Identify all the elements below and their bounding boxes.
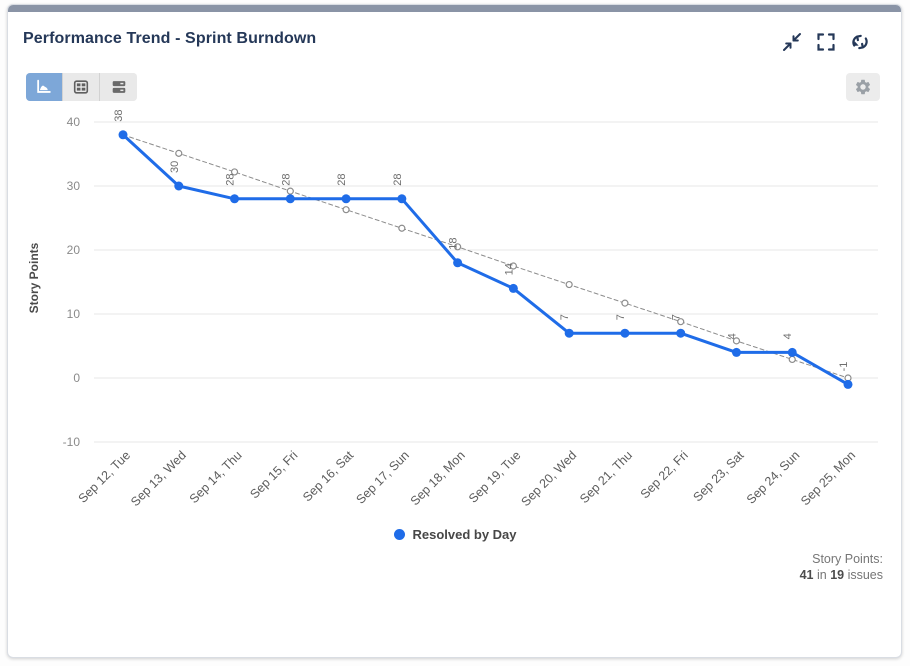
chart-view-button[interactable]	[26, 73, 63, 101]
svg-text:Sep 16, Sat: Sep 16, Sat	[300, 448, 356, 504]
summary-issues-text: issues	[844, 568, 883, 582]
summary-points-value: 41	[799, 568, 814, 582]
legend-label: Resolved by Day	[412, 527, 517, 542]
svg-text:4: 4	[726, 333, 738, 339]
svg-text:Sep 13, Wed: Sep 13, Wed	[128, 448, 189, 509]
svg-text:40: 40	[67, 115, 81, 129]
fullscreen-button[interactable]	[816, 32, 836, 52]
svg-text:10: 10	[67, 307, 81, 321]
legend-dot	[394, 529, 406, 540]
svg-text:Sep 21, Thu: Sep 21, Thu	[577, 448, 635, 506]
svg-text:Story Points: Story Points	[27, 242, 41, 313]
settings-button[interactable]	[846, 73, 880, 101]
story-points-summary: Story Points: 41 in 19 issues	[800, 551, 883, 583]
gadget-card: Performance Trend - Sprint Burndown	[7, 4, 902, 658]
legend[interactable]: Resolved by Day	[8, 527, 901, 542]
svg-text:Sep 25, Mon: Sep 25, Mon	[798, 448, 858, 508]
summary-in-text: in	[813, 568, 831, 582]
summary-values: 41 in 19 issues	[800, 567, 883, 583]
gear-icon	[855, 79, 871, 95]
refresh-button[interactable]	[850, 32, 870, 52]
svg-text:-1: -1	[838, 362, 850, 372]
view-toggle-group	[26, 73, 137, 101]
area-chart-icon	[37, 79, 51, 93]
svg-text:Sep 12, Tue: Sep 12, Tue	[76, 448, 134, 506]
svg-text:7: 7	[559, 314, 571, 320]
rows-icon	[112, 81, 125, 93]
svg-text:Sep 23, Sat: Sep 23, Sat	[690, 448, 746, 504]
list-view-button[interactable]	[100, 73, 137, 101]
svg-text:28: 28	[225, 174, 237, 186]
svg-text:Sep 14, Thu: Sep 14, Thu	[187, 448, 245, 506]
svg-text:Sep 17, Sun: Sep 17, Sun	[353, 448, 412, 507]
svg-text:20: 20	[67, 243, 81, 257]
svg-text:7: 7	[615, 314, 627, 320]
collapse-button[interactable]	[782, 32, 802, 52]
svg-text:Sep 15, Fri: Sep 15, Fri	[247, 448, 300, 501]
header-actions	[782, 32, 870, 52]
summary-issues-value: 19	[830, 568, 845, 582]
svg-text:Sep 22, Fri: Sep 22, Fri	[638, 448, 691, 501]
svg-text:0: 0	[73, 371, 80, 385]
card-accent-bar	[8, 5, 901, 12]
collapse-icon	[783, 33, 801, 51]
svg-text:Sep 20, Wed: Sep 20, Wed	[518, 448, 579, 509]
page-title: Performance Trend - Sprint Burndown	[23, 30, 317, 47]
summary-label: Story Points:	[812, 552, 883, 566]
svg-text:7: 7	[671, 314, 683, 320]
svg-text:-10: -10	[63, 435, 81, 449]
svg-text:Sep 19, Tue: Sep 19, Tue	[466, 448, 524, 506]
svg-text:Sep 24, Sun: Sep 24, Sun	[744, 448, 803, 507]
svg-text:38: 38	[113, 110, 125, 122]
svg-text:4: 4	[782, 333, 794, 339]
svg-text:30: 30	[169, 161, 181, 173]
svg-text:28: 28	[280, 174, 292, 186]
table-icon	[73, 80, 89, 94]
svg-text:18: 18	[448, 238, 460, 250]
svg-text:28: 28	[336, 174, 348, 186]
refresh-icon	[852, 34, 868, 50]
fullscreen-icon	[817, 33, 835, 51]
svg-text:28: 28	[392, 174, 404, 186]
table-view-button[interactable]	[63, 73, 100, 101]
svg-text:30: 30	[67, 179, 81, 193]
svg-text:Sep 18, Mon: Sep 18, Mon	[408, 448, 468, 508]
svg-text:14: 14	[503, 263, 515, 275]
